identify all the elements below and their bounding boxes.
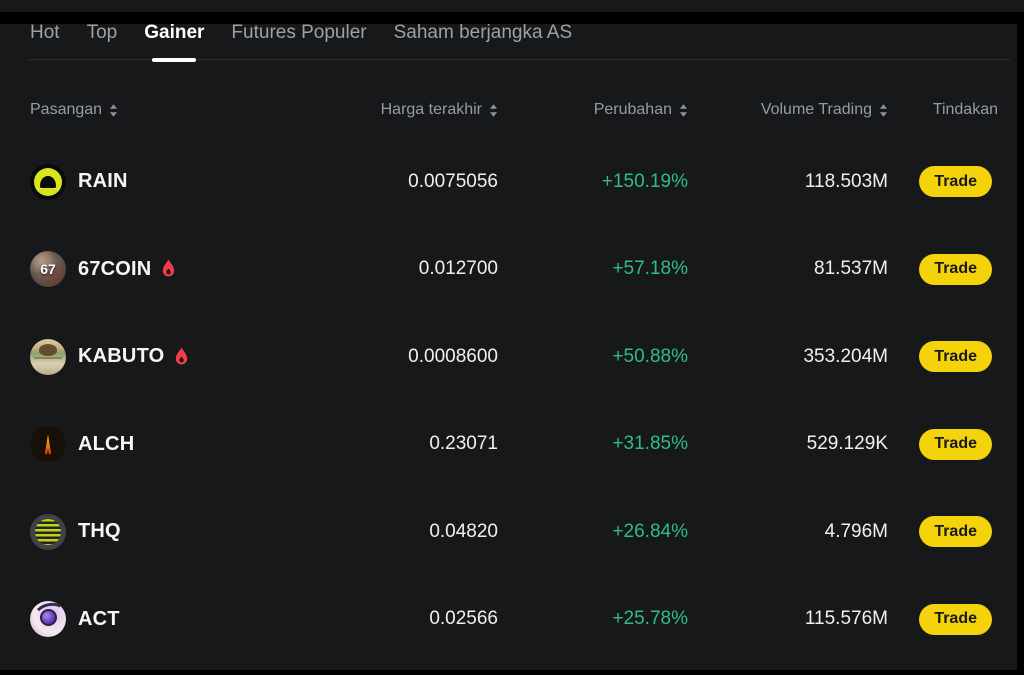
pair-cell: THQ [30,513,330,550]
table-row[interactable]: THQ 0.04820 +26.84% 4.796M Trade [0,488,1024,576]
trading-volume: 118.503M [804,170,888,192]
flame-icon [163,260,175,277]
trading-volume: 81.537M [814,258,888,280]
sort-icon [679,103,688,117]
header-pasangan[interactable]: Pasangan [30,101,330,119]
trading-volume: 353.204M [803,345,888,367]
change-percent: +150.19% [601,170,688,192]
tab-top[interactable]: Top [86,22,118,43]
action-cell: Trade [888,516,998,548]
last-price: 0.23071 [429,433,498,455]
coin-icon-text [30,514,66,550]
coin-icon [30,601,66,638]
pair-symbol: THQ [78,520,121,543]
coin-icon-text [30,339,66,375]
action-cell: Trade [888,428,998,460]
coin-icon-text: 67 [40,261,56,278]
tab-saham-berjangka-as[interactable]: Saham berjangka AS [393,22,573,43]
bottom-frame-bar [0,670,1024,675]
coin-icon: 67 [30,251,66,288]
sort-icon [879,103,888,117]
change-percent: +25.78% [612,608,688,630]
pair-symbol: 67COIN [78,257,152,280]
table-row[interactable]: 67 67COIN 0.012700 +57.18% 81.537M Trade [0,226,1024,314]
market-tabs: Hot Top Gainer Futures Populer Saham ber… [28,12,1010,60]
header-volume-trading-label: Volume Trading [760,101,872,118]
table-row[interactable]: ALCH 0.23071 +31.85% 529.129K Trade [0,401,1024,489]
trading-volume: 115.576M [804,608,888,630]
header-tindakan-label: Tindakan [932,101,998,118]
last-price: 0.04820 [429,520,498,542]
last-price: 0.0008600 [408,345,498,367]
pair-cell: KABUTO [30,338,330,375]
table-row[interactable]: KABUTO 0.0008600 +50.88% 353.204M Trade [0,313,1024,401]
header-tindakan: Tindakan [888,101,998,119]
pair-symbol: ALCH [78,432,135,455]
header-pasangan-label: Pasangan [30,101,103,118]
change-percent: +57.18% [612,258,688,280]
pair-cell: 67 67COIN [30,251,330,288]
trading-volume: 529.129K [806,433,888,455]
sort-icon [489,103,498,117]
header-perubahan-label: Perubahan [593,101,672,118]
trade-button[interactable]: Trade [919,428,992,460]
flame-icon [176,347,188,365]
last-price: 0.012700 [418,258,498,280]
pair-cell: RAIN [30,163,330,200]
pair-symbol: KABUTO [78,345,165,368]
header-harga-terakhir[interactable]: Harga terakhir [330,101,498,119]
gainer-list: RAIN 0.0075056 +150.19% 118.503M Trade 6… [0,138,1024,663]
action-cell: Trade [888,341,998,373]
coin-icon [30,426,66,463]
header-volume-trading[interactable]: Volume Trading [688,101,888,119]
coin-icon [30,163,66,200]
change-percent: +31.85% [612,433,688,455]
last-price: 0.02566 [429,608,498,630]
pair-symbol: ACT [78,607,120,630]
trading-volume: 4.796M [824,520,888,542]
action-cell: Trade [888,603,998,635]
trade-button[interactable]: Trade [919,603,992,635]
action-cell: Trade [888,166,998,198]
change-percent: +50.88% [612,345,688,367]
trade-button[interactable]: Trade [919,166,992,198]
coin-icon-text [30,426,66,462]
coin-icon [30,513,66,550]
coin-icon-text [30,164,66,200]
sort-icon [109,103,118,117]
coin-icon-text [30,601,66,637]
header-perubahan[interactable]: Perubahan [498,101,688,119]
tab-futures-populer[interactable]: Futures Populer [231,22,367,43]
tab-hot[interactable]: Hot [30,22,60,43]
tab-gainer[interactable]: Gainer [144,22,204,59]
header-harga-terakhir-label: Harga terakhir [380,101,482,118]
change-percent: +26.84% [612,520,688,542]
coin-icon [30,338,66,375]
pair-symbol: RAIN [78,170,128,193]
last-price: 0.0075056 [408,170,498,192]
pair-cell: ALCH [30,426,330,463]
pair-cell: ACT [30,601,330,638]
table-header-row: Pasangan Harga terakhir Perubahan Volume… [0,60,1024,138]
trade-button[interactable]: Trade [919,253,992,285]
action-cell: Trade [888,253,998,285]
table-row[interactable]: RAIN 0.0075056 +150.19% 118.503M Trade [0,138,1024,226]
trade-button[interactable]: Trade [919,341,992,373]
table-row[interactable]: ACT 0.02566 +25.78% 115.576M Trade [0,576,1024,664]
trade-button[interactable]: Trade [919,516,992,548]
